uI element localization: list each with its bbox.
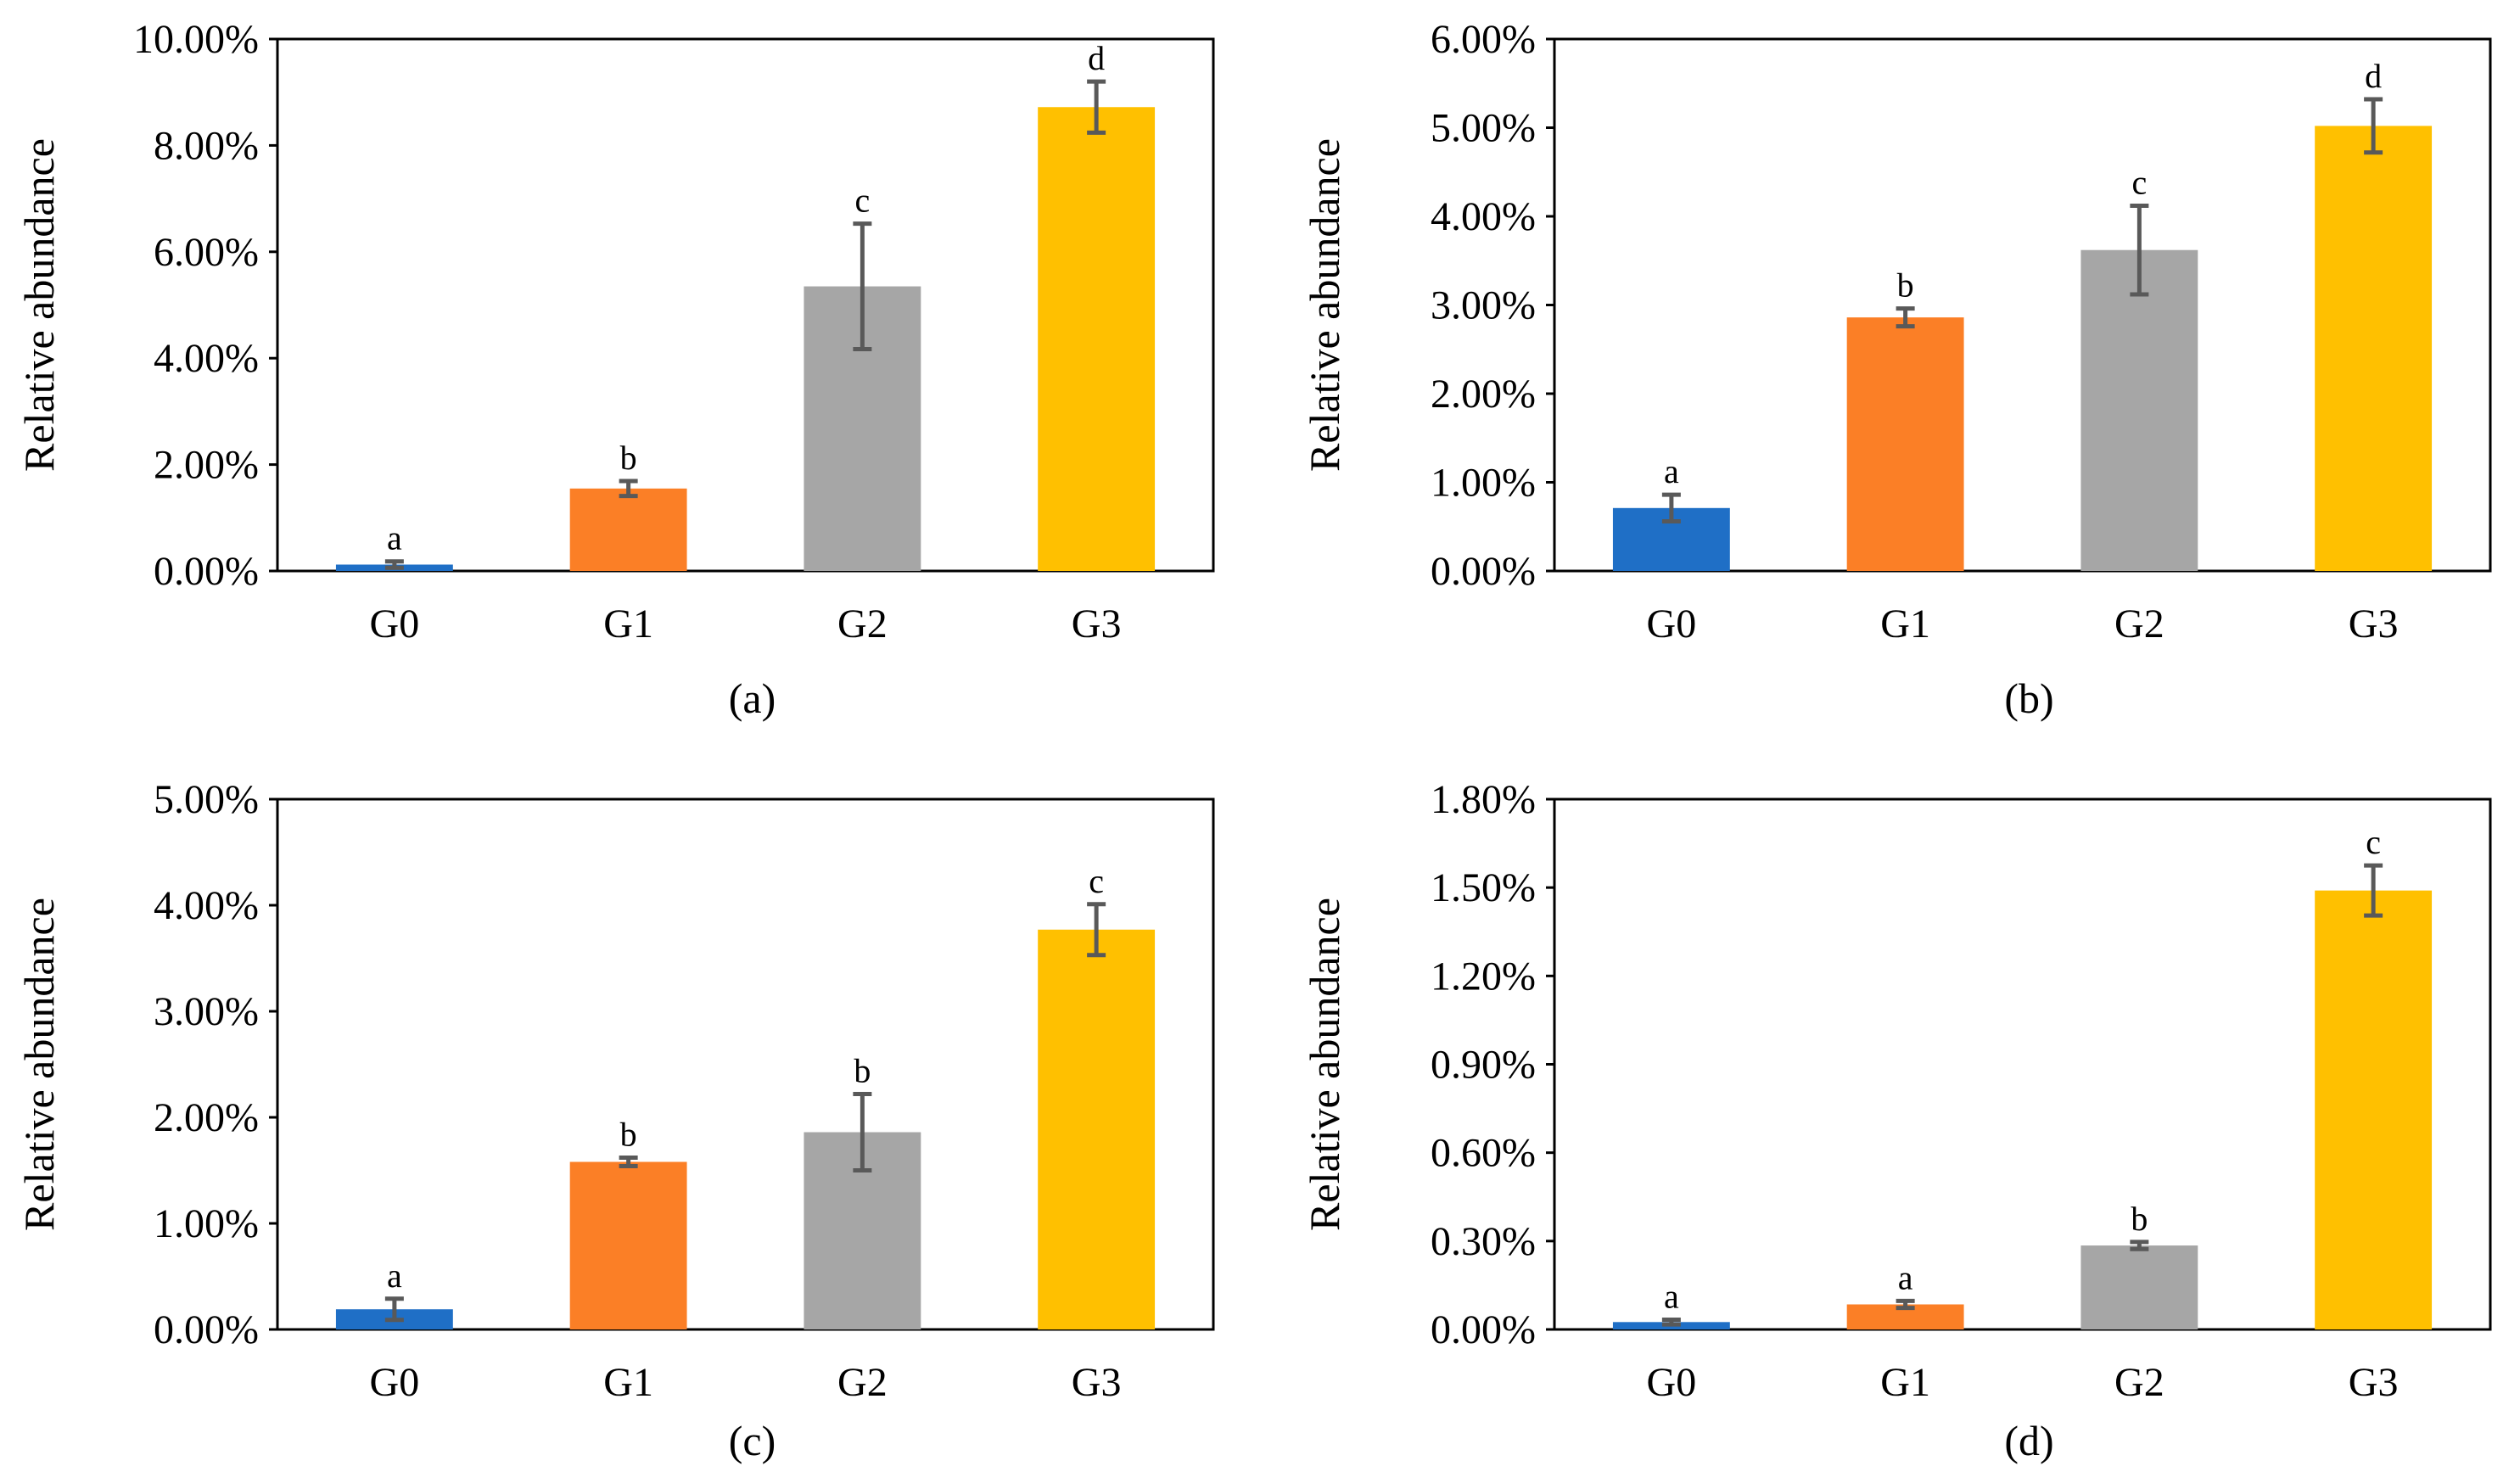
y-tick-label: 5.00% xyxy=(1431,106,1536,151)
y-tick-label: 6.00% xyxy=(154,230,259,275)
significance-letter: d xyxy=(1088,39,1105,77)
y-tick-label: 1.20% xyxy=(1431,954,1536,999)
y-tick-label: 0.00% xyxy=(154,549,259,594)
panel-c: 0.00% 1.00% 2.00% 3.00% 4.00% 5.00% Relative a… xyxy=(15,777,1215,1464)
panel-label: (d) xyxy=(2004,1417,2053,1464)
y-tick-label: 3.00% xyxy=(1431,283,1536,328)
y-tick-label: 4.00% xyxy=(154,336,259,381)
y-tick-label: 0.00% xyxy=(154,1307,259,1352)
y-tick-label: 5.00% xyxy=(154,777,259,822)
significance-letter: c xyxy=(2131,163,2147,201)
x-tick-label: G0 xyxy=(370,1360,420,1405)
y-tick-label: 1.50% xyxy=(1431,865,1536,910)
significance-letter: a xyxy=(387,1256,402,1295)
y-tick-label: 0.30% xyxy=(1431,1219,1536,1264)
significance-letter: a xyxy=(1664,452,1679,490)
y-tick-label: 0.00% xyxy=(1431,1307,1536,1352)
significance-letter: c xyxy=(1089,862,1104,900)
x-tick-label: G1 xyxy=(1880,602,1930,646)
x-tick-label: G3 xyxy=(1072,1360,1122,1405)
y-tick-label: 0.60% xyxy=(1431,1131,1536,1176)
y-tick-label: 4.00% xyxy=(1431,194,1536,239)
x-tick-label: G3 xyxy=(1072,602,1122,646)
significance-letter: b xyxy=(854,1052,871,1090)
significance-letter: c xyxy=(2366,823,2381,861)
y-tick-label: 2.00% xyxy=(154,1095,259,1140)
significance-letter: a xyxy=(1898,1258,1913,1296)
y-tick-label: 0.90% xyxy=(1431,1043,1536,1088)
bar-g2 xyxy=(2080,1245,2198,1329)
significance-letter: d xyxy=(2365,57,2382,95)
plot-frame xyxy=(276,797,1215,1331)
panel-a: 0.00% 2.00% 4.00% 6.00% 8.00% 10.00% Relative … xyxy=(15,17,1215,722)
bar-g1 xyxy=(1846,317,1964,571)
x-tick-label: G1 xyxy=(603,1360,653,1405)
bar-g3 xyxy=(1038,107,1156,572)
y-tick-label: 1.00% xyxy=(1431,461,1536,506)
x-tick-label: G0 xyxy=(1647,602,1697,646)
x-tick-label: G2 xyxy=(837,602,888,646)
bar-g3 xyxy=(2315,126,2433,571)
x-tick-label: G1 xyxy=(603,602,653,646)
panel-d: 0.00% 0.30% 0.60% 0.90% 1.20% 1.50% 1.80% Relat… xyxy=(1301,777,2492,1464)
significance-letter: b xyxy=(1897,266,1914,305)
y-tick-label: 2.00% xyxy=(154,443,259,488)
y-tick-label: 1.00% xyxy=(154,1201,259,1246)
x-tick-label: G2 xyxy=(837,1360,888,1405)
bar-g1 xyxy=(569,488,687,571)
y-tick-label: 3.00% xyxy=(154,989,259,1034)
y-axis-title: Relative abundance xyxy=(15,898,63,1231)
bar-g3 xyxy=(2315,890,2433,1329)
y-axis-title: Relative abundance xyxy=(15,138,63,472)
panel-b: 0.00% 1.00% 2.00% 3.00% 4.00% 5.00% 6.00% Relat… xyxy=(1301,17,2492,722)
y-tick-label: 4.00% xyxy=(154,883,259,928)
significance-letter: b xyxy=(620,439,637,477)
y-tick-label: 0.00% xyxy=(1431,549,1536,594)
x-tick-label: G0 xyxy=(1647,1360,1697,1405)
panel-label: (a) xyxy=(729,674,776,722)
y-tick-label: 2.00% xyxy=(1431,372,1536,417)
significance-letter: b xyxy=(620,1116,637,1154)
y-tick-label: 6.00% xyxy=(1431,17,1536,62)
panel-label: (c) xyxy=(729,1417,776,1464)
x-tick-label: G3 xyxy=(2349,1360,2399,1405)
x-tick-label: G0 xyxy=(370,602,420,646)
x-tick-label: G1 xyxy=(1880,1360,1930,1405)
bar-g2 xyxy=(2080,249,2198,571)
y-axis-title: Relative abundance xyxy=(1301,138,1348,472)
x-tick-label: G3 xyxy=(2349,602,2399,646)
bar-g3 xyxy=(1038,929,1156,1329)
significance-letter: c xyxy=(854,182,870,220)
significance-letter: b xyxy=(2131,1200,2148,1238)
panel-label: (b) xyxy=(2004,674,2053,722)
y-tick-label: 1.80% xyxy=(1431,777,1536,822)
plot-frame xyxy=(276,37,1215,573)
y-tick-label: 10.00% xyxy=(133,17,259,62)
significance-letter: a xyxy=(387,519,402,557)
x-tick-label: G2 xyxy=(2114,602,2164,646)
y-axis-title: Relative abundance xyxy=(1301,898,1348,1231)
x-tick-label: G2 xyxy=(2114,1360,2164,1405)
significance-letter: a xyxy=(1664,1278,1679,1316)
bar-g1 xyxy=(569,1161,687,1329)
y-tick-label: 8.00% xyxy=(154,123,259,168)
